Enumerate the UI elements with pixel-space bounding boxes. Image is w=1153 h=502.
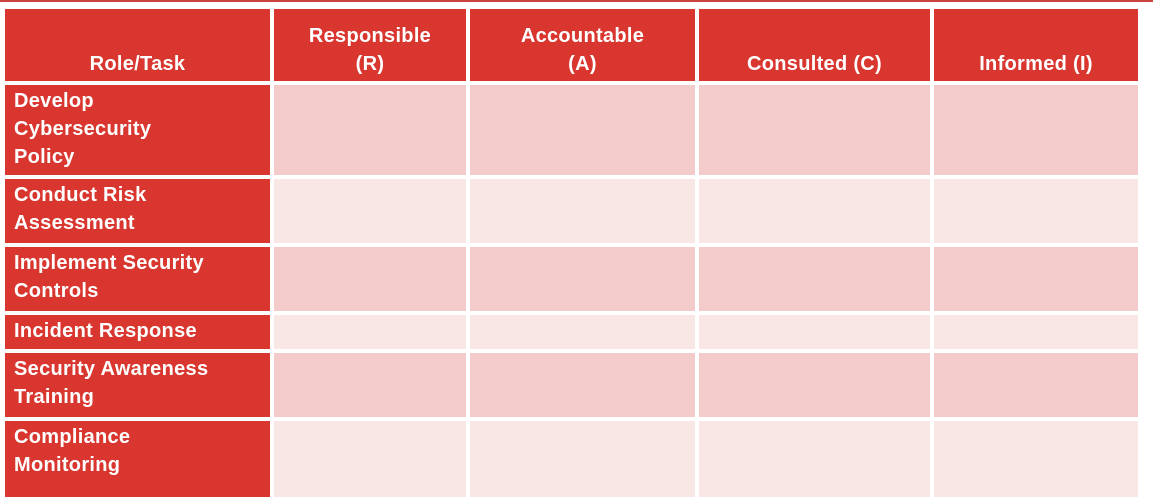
raci-matrix-table: Role/Task Responsible (R) Accountable (A… <box>5 9 1138 497</box>
task-cell-security-awareness-training: Security Awareness Training <box>5 353 270 417</box>
raci-cell-responsible <box>274 85 466 175</box>
raci-cell-consulted <box>699 353 930 417</box>
raci-cell-accountable <box>470 421 695 497</box>
raci-cell-accountable <box>470 315 695 349</box>
header-cell-accountable: Accountable (A) <box>470 9 695 81</box>
raci-cell-informed <box>934 421 1138 497</box>
raci-cell-responsible <box>274 421 466 497</box>
task-cell-implement-security-controls: Implement Security Controls <box>5 247 270 311</box>
top-edge-line <box>0 0 1153 2</box>
raci-cell-accountable <box>470 353 695 417</box>
raci-cell-responsible <box>274 247 466 311</box>
task-cell-develop-cybersecurity-policy: Develop Cybersecurity Policy <box>5 85 270 175</box>
raci-cell-responsible <box>274 179 466 243</box>
raci-cell-informed <box>934 315 1138 349</box>
raci-cell-informed <box>934 247 1138 311</box>
raci-cell-accountable <box>470 247 695 311</box>
raci-cell-consulted <box>699 179 930 243</box>
header-cell-informed: Informed (I) <box>934 9 1138 81</box>
task-cell-incident-response: Incident Response <box>5 315 270 349</box>
raci-cell-consulted <box>699 247 930 311</box>
raci-cell-responsible <box>274 315 466 349</box>
raci-cell-consulted <box>699 85 930 175</box>
header-cell-responsible: Responsible (R) <box>274 9 466 81</box>
raci-cell-informed <box>934 353 1138 417</box>
raci-cell-responsible <box>274 353 466 417</box>
raci-cell-informed <box>934 85 1138 175</box>
raci-cell-accountable <box>470 85 695 175</box>
task-cell-compliance-monitoring: Compliance Monitoring <box>5 421 270 497</box>
header-cell-consulted: Consulted (C) <box>699 9 930 81</box>
raci-cell-accountable <box>470 179 695 243</box>
raci-cell-informed <box>934 179 1138 243</box>
header-cell-role-task: Role/Task <box>5 9 270 81</box>
raci-cell-consulted <box>699 315 930 349</box>
task-cell-conduct-risk-assessment: Conduct Risk Assessment <box>5 179 270 243</box>
raci-cell-consulted <box>699 421 930 497</box>
